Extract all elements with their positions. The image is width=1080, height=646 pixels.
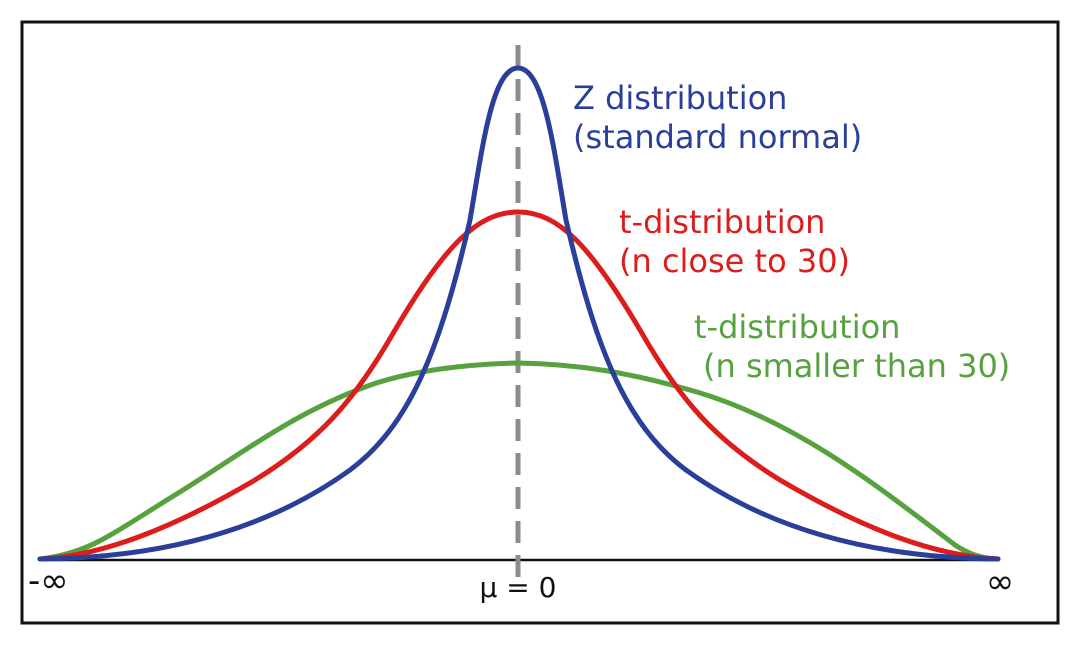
t-small-label-line1: t-distribution bbox=[694, 308, 900, 346]
t-small-label-line2: (n smaller than 30) bbox=[703, 347, 1010, 385]
figure-frame bbox=[20, 20, 1060, 625]
z-curve bbox=[37, 65, 1001, 562]
pos-infinity-label: ∞ bbox=[986, 562, 1014, 602]
neg-infinity-label: -∞ bbox=[28, 561, 69, 601]
mean-label: μ = 0 bbox=[480, 571, 557, 604]
t-close-label-line2: (n close to 30) bbox=[619, 242, 850, 280]
t-close-curve bbox=[37, 209, 1001, 562]
t-small-curve bbox=[37, 360, 1001, 562]
z-label-line2: (standard normal) bbox=[573, 118, 862, 156]
t-close-label-line1: t-distribution bbox=[619, 203, 825, 241]
z-label-line1: Z distribution bbox=[573, 79, 787, 117]
